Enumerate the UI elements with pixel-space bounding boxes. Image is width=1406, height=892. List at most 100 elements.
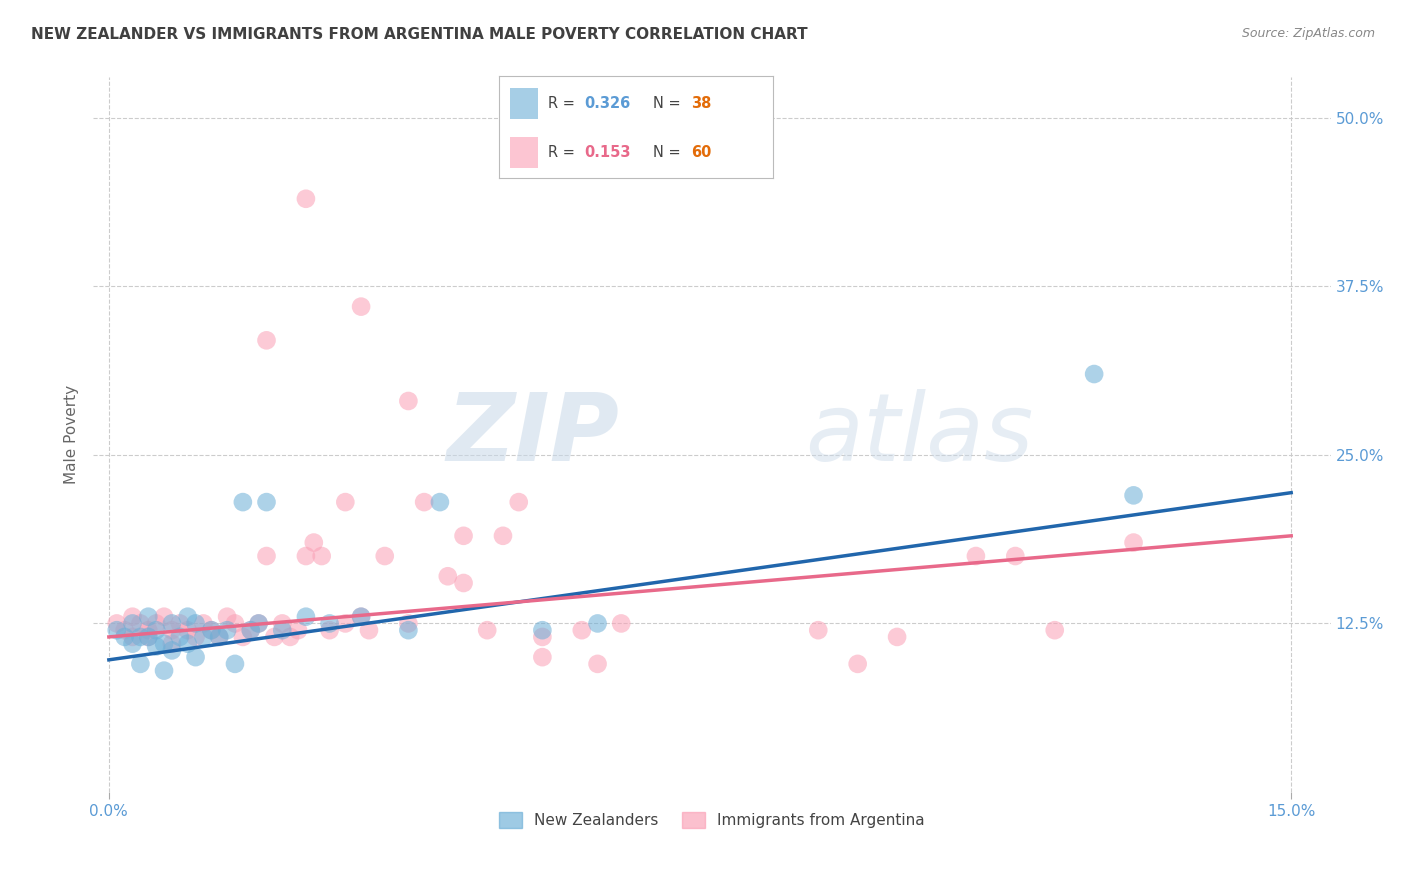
Point xyxy=(247,616,270,631)
Point xyxy=(136,609,159,624)
Point xyxy=(335,616,357,631)
Point xyxy=(153,664,176,678)
Point xyxy=(129,630,152,644)
Point xyxy=(807,623,830,637)
Text: ZIP: ZIP xyxy=(446,389,619,481)
Point xyxy=(121,630,143,644)
Point xyxy=(176,609,198,624)
Point xyxy=(453,576,475,591)
Point xyxy=(311,549,333,563)
Point xyxy=(531,630,554,644)
Point xyxy=(247,616,270,631)
Point xyxy=(396,623,419,637)
Point xyxy=(965,549,987,563)
Point xyxy=(121,637,143,651)
Point xyxy=(492,529,515,543)
Point xyxy=(295,609,318,624)
Point xyxy=(295,192,318,206)
Point xyxy=(169,630,191,644)
Point xyxy=(1122,535,1144,549)
Point xyxy=(145,616,167,631)
Legend: New Zealanders, Immigrants from Argentina: New Zealanders, Immigrants from Argentin… xyxy=(494,806,931,834)
Point xyxy=(217,623,239,637)
Point xyxy=(271,616,294,631)
Point xyxy=(335,495,357,509)
Point xyxy=(136,630,159,644)
Point xyxy=(531,650,554,665)
Text: N =: N = xyxy=(652,145,685,161)
Point xyxy=(160,623,183,637)
Text: 60: 60 xyxy=(692,145,711,161)
Point xyxy=(1043,623,1066,637)
Point xyxy=(208,630,231,644)
Point xyxy=(256,549,278,563)
Point xyxy=(200,623,222,637)
Text: NEW ZEALANDER VS IMMIGRANTS FROM ARGENTINA MALE POVERTY CORRELATION CHART: NEW ZEALANDER VS IMMIGRANTS FROM ARGENTI… xyxy=(31,27,807,42)
Text: 0.326: 0.326 xyxy=(583,96,630,111)
Point xyxy=(176,637,198,651)
Point xyxy=(224,616,246,631)
Bar xyxy=(510,88,537,119)
Point xyxy=(318,623,340,637)
Point xyxy=(350,609,373,624)
Point xyxy=(610,616,633,631)
Point xyxy=(208,630,231,644)
Point xyxy=(413,495,436,509)
Point xyxy=(121,616,143,631)
Point xyxy=(571,623,593,637)
Point xyxy=(184,616,207,631)
Point xyxy=(396,394,419,409)
Point xyxy=(436,569,458,583)
Point xyxy=(160,643,183,657)
Point xyxy=(153,637,176,651)
Point xyxy=(105,623,128,637)
Text: Source: ZipAtlas.com: Source: ZipAtlas.com xyxy=(1241,27,1375,40)
Point xyxy=(145,623,167,637)
Point xyxy=(846,657,869,671)
Point xyxy=(287,623,309,637)
Point xyxy=(114,630,136,644)
Point xyxy=(586,657,609,671)
Point xyxy=(263,630,285,644)
Point xyxy=(114,623,136,637)
Text: R =: R = xyxy=(548,145,581,161)
Point xyxy=(256,495,278,509)
Text: N =: N = xyxy=(652,96,685,111)
Point xyxy=(232,630,254,644)
Text: atlas: atlas xyxy=(804,389,1033,480)
Point xyxy=(453,529,475,543)
Point xyxy=(1004,549,1026,563)
Point xyxy=(160,616,183,631)
Point xyxy=(374,549,396,563)
Point xyxy=(256,334,278,348)
Point xyxy=(176,623,198,637)
Point xyxy=(136,630,159,644)
Point xyxy=(153,609,176,624)
Point xyxy=(129,657,152,671)
Point xyxy=(508,495,530,509)
Point xyxy=(302,535,325,549)
Point xyxy=(531,623,554,637)
Y-axis label: Male Poverty: Male Poverty xyxy=(65,385,79,484)
Point xyxy=(193,616,215,631)
Point xyxy=(129,616,152,631)
Text: 0.153: 0.153 xyxy=(583,145,631,161)
Text: R =: R = xyxy=(548,96,581,111)
Point xyxy=(217,609,239,624)
Point xyxy=(145,640,167,654)
Point xyxy=(184,630,207,644)
Point xyxy=(278,630,301,644)
Point xyxy=(136,623,159,637)
Point xyxy=(239,623,262,637)
Point xyxy=(318,616,340,631)
Point xyxy=(200,623,222,637)
Point xyxy=(350,300,373,314)
Point xyxy=(357,623,380,637)
Point xyxy=(429,495,451,509)
Bar xyxy=(510,137,537,168)
Point xyxy=(184,650,207,665)
Point xyxy=(169,616,191,631)
Point xyxy=(121,609,143,624)
Point xyxy=(477,623,499,637)
Point xyxy=(586,616,609,631)
